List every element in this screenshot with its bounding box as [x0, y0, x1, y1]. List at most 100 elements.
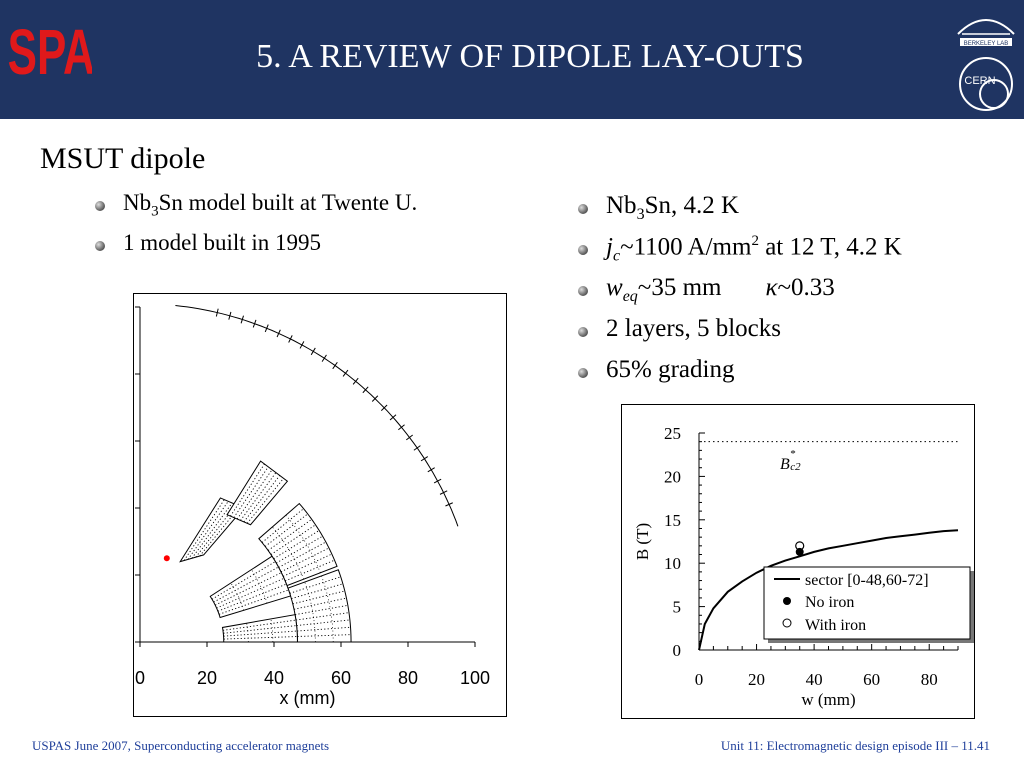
- bullet-icon: [578, 368, 588, 378]
- conductor-row: [246, 478, 284, 524]
- iron-tick: [215, 308, 219, 317]
- iron-tick: [406, 434, 413, 441]
- conductor-row: [191, 502, 233, 559]
- legend-label: No iron: [805, 594, 854, 611]
- x-tick-label: 80: [921, 670, 938, 689]
- conductor-row: [214, 572, 282, 606]
- iron-tick: [276, 329, 281, 338]
- conductor-row: [199, 506, 241, 557]
- conductor-arc: [321, 575, 334, 643]
- iron-tick: [427, 467, 435, 473]
- iron-tick: [380, 404, 388, 411]
- legend-filled-dot: [783, 597, 791, 605]
- x-tick-label: 40: [264, 668, 284, 688]
- iron-tick: [299, 341, 305, 349]
- bullet-item: weq~35 mm κ~0.33: [578, 274, 902, 315]
- berkeley-lab-logo: BERKELEY LAB: [957, 19, 1015, 47]
- y-tick-label: 25: [664, 424, 681, 443]
- y-axis-label: B (T): [633, 523, 652, 560]
- iron-tick: [420, 456, 429, 462]
- conductor-row: [216, 577, 285, 609]
- conductor-row: [273, 530, 320, 560]
- uspas-logo: USPAS: [8, 10, 92, 108]
- bullet-item: 1 model built in 1995: [95, 230, 417, 270]
- coil-block-outline: [209, 555, 292, 619]
- coil-block-inner-4: [226, 460, 289, 526]
- iron-tick: [264, 324, 269, 333]
- iron-tick: [445, 502, 453, 507]
- x-tick-label: 20: [197, 668, 217, 688]
- coil-block-outline: [226, 460, 289, 526]
- x-tick-label: 60: [331, 668, 351, 688]
- bc2-label: B* c2: [780, 448, 801, 473]
- conductor-row: [284, 559, 335, 582]
- lab-logos: BERKELEY LAB CERN: [957, 19, 1015, 111]
- conductor-row: [222, 619, 296, 631]
- conductor-row: [261, 508, 304, 543]
- conductor-row: [223, 636, 298, 640]
- conductor-row: [217, 583, 287, 612]
- conductor-row: [218, 589, 289, 615]
- y-tick-label: 0: [673, 641, 682, 660]
- conductor-row: [223, 625, 297, 634]
- conductor-row: [187, 501, 229, 560]
- slide-title: 5. A REVIEW OF DIPOLE LAY-OUTS: [256, 38, 804, 75]
- bullet-icon: [578, 245, 588, 255]
- x-tick-label: 80: [398, 668, 418, 688]
- iron-tick: [342, 369, 349, 377]
- x-tick-label: 20: [748, 670, 765, 689]
- conductor-row: [297, 626, 351, 632]
- conductor-row: [278, 541, 327, 568]
- right-bullet-list: Nb3Sn, 4.2 K jc~1100 A/mm2 at 12 T, 4.2 …: [578, 192, 902, 397]
- conductor-row: [297, 634, 351, 637]
- x-tick-label: 0: [135, 668, 145, 688]
- svg-text:CERN: CERN: [964, 75, 995, 87]
- footer-page: Unit 11: Electromagnetic design episode …: [720, 738, 990, 753]
- conductor-row: [291, 583, 343, 600]
- conductor-row: [223, 630, 298, 637]
- iron-tick: [398, 424, 405, 431]
- x-tick-label: 0: [695, 670, 704, 689]
- x-tick-label: 60: [863, 670, 880, 689]
- iron-tick: [433, 478, 442, 484]
- legend-open-dot: [782, 618, 792, 628]
- svg-text:USPAS: USPAS: [8, 16, 92, 88]
- conductor-row: [270, 524, 316, 555]
- conductor-row: [233, 466, 269, 518]
- iron-tick: [288, 335, 293, 343]
- iron-tick: [321, 354, 327, 362]
- conductor-arc: [285, 515, 321, 573]
- conductor-row: [282, 553, 333, 577]
- bullet-icon: [578, 327, 588, 337]
- bullet-icon: [578, 204, 588, 214]
- sector-curve: [698, 529, 959, 651]
- conductor-row: [211, 561, 276, 600]
- bullet-item: Nb3Sn, 4.2 K: [578, 192, 902, 233]
- legend-label: sector [0-48,60-72]: [805, 572, 929, 589]
- iron-tick: [362, 386, 369, 394]
- conductor-row: [296, 619, 350, 626]
- iron-tick: [252, 319, 257, 328]
- iron-tick: [389, 414, 397, 421]
- iron-tick: [413, 445, 421, 451]
- coil-block-outer-2: [258, 502, 338, 587]
- coil-block-outer-1: [287, 569, 352, 643]
- x-axis-label: x (mm): [280, 688, 336, 708]
- header-bar: USPAS 5. A REVIEW OF DIPOLE LAY-OUTS BER…: [0, 0, 1024, 119]
- bullet-icon: [95, 241, 105, 251]
- field-vs-width-chart: 0 20 40 60 80 0 5 10 15 20 25 w (mm) B (T) B* c2 sect…: [621, 404, 975, 719]
- x-tick-label: 40: [806, 670, 823, 689]
- x-tick-label: 100: [460, 668, 490, 688]
- iron-tick: [371, 395, 379, 402]
- cern-logo: CERN: [959, 57, 1013, 111]
- conductor-row: [293, 597, 347, 610]
- coil-layout-plot: 020406080100020406080100 x (mm)y (mm): [54, 293, 507, 717]
- iron-boundary-arc: [175, 305, 459, 527]
- legend-label: With iron: [805, 617, 866, 634]
- no-iron-point: [795, 547, 804, 556]
- y-tick-label: 10: [664, 554, 681, 573]
- iron-tick: [310, 347, 316, 356]
- iron-tick: [439, 490, 448, 495]
- bullet-icon: [95, 201, 105, 211]
- conductor-row: [294, 604, 348, 616]
